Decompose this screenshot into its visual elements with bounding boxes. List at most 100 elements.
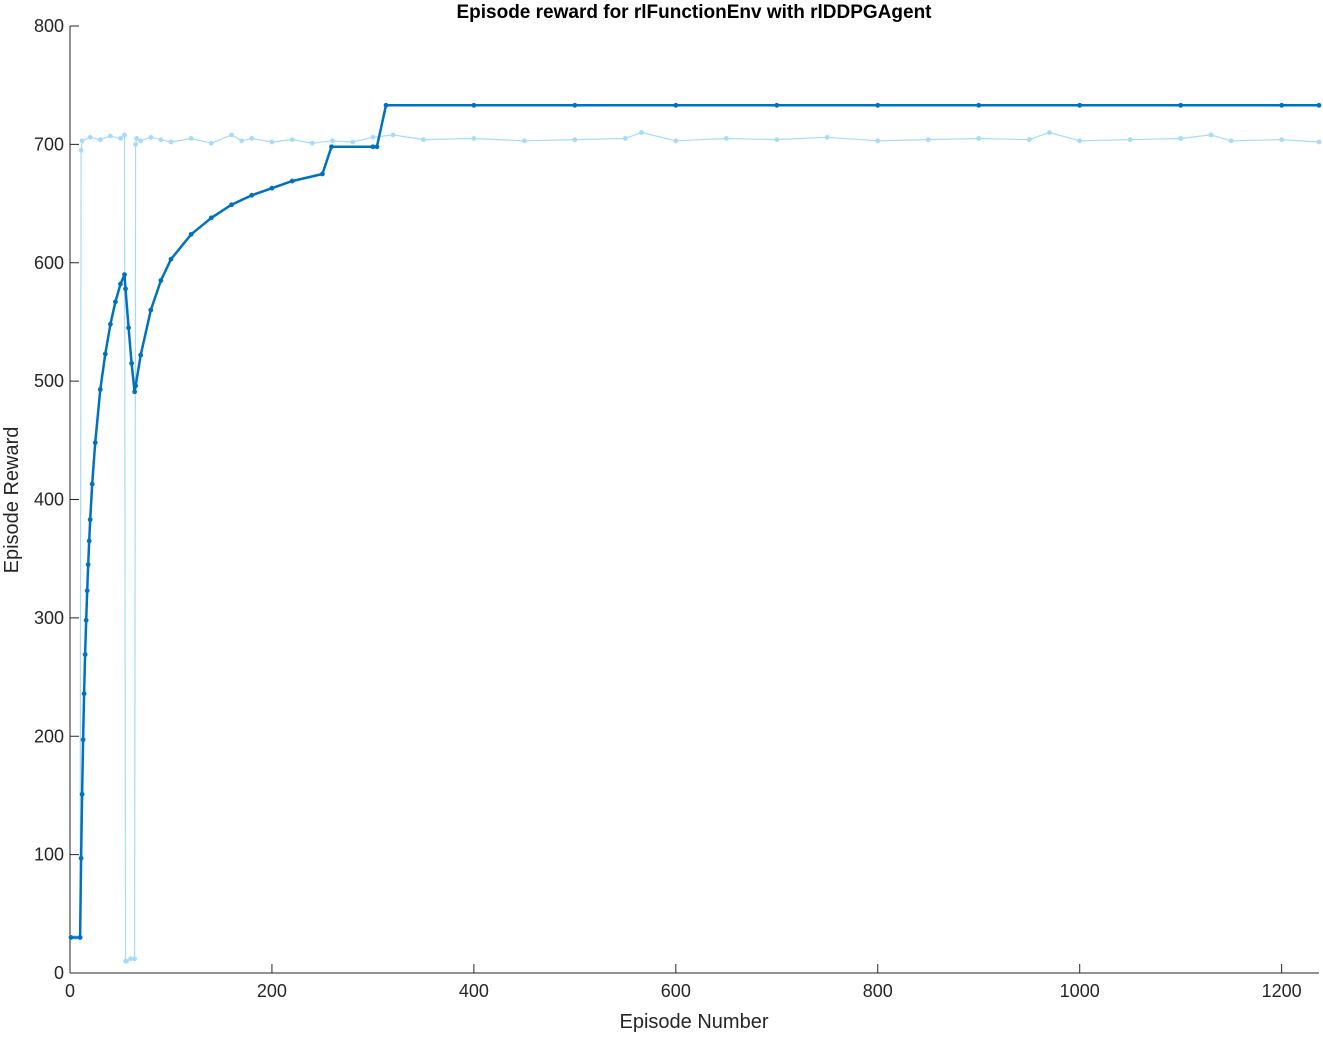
data-point xyxy=(249,136,255,141)
x-tick-label: 200 xyxy=(257,981,287,1001)
data-point xyxy=(168,139,174,145)
series-line xyxy=(71,104,1319,939)
data-point xyxy=(82,652,88,657)
data-point xyxy=(92,440,98,446)
data-point xyxy=(320,171,325,177)
data-point xyxy=(1228,138,1234,144)
data-point xyxy=(1127,137,1133,143)
data-point xyxy=(208,140,214,146)
data-point xyxy=(1279,102,1285,108)
y-tick-label: 200 xyxy=(34,726,64,746)
data-point xyxy=(133,141,139,147)
data-point xyxy=(126,325,131,331)
data-point xyxy=(925,137,931,143)
data-point xyxy=(471,136,477,141)
data-point xyxy=(1077,102,1083,108)
data-point xyxy=(673,138,679,144)
x-tick-label: 0 xyxy=(65,981,75,1001)
data-point xyxy=(1178,102,1184,108)
data-point xyxy=(229,202,234,208)
data-point xyxy=(133,383,139,389)
data-point xyxy=(132,956,138,962)
data-point xyxy=(774,102,780,108)
data-point xyxy=(309,140,315,146)
y-tick-label: 800 xyxy=(34,16,64,36)
data-point xyxy=(1026,137,1032,143)
data-point xyxy=(79,791,85,797)
data-point xyxy=(148,134,154,140)
data-point xyxy=(134,136,140,141)
data-point xyxy=(622,136,628,141)
y-tick-label: 500 xyxy=(34,371,64,391)
data-point xyxy=(723,136,729,141)
data-point xyxy=(188,136,194,141)
data-point xyxy=(78,855,84,861)
data-point xyxy=(81,691,87,697)
data-point xyxy=(102,351,108,357)
data-point xyxy=(188,231,194,237)
y-tick-label: 600 xyxy=(34,253,64,273)
y-tick-label: 0 xyxy=(54,963,64,983)
series-average-reward xyxy=(68,102,1322,940)
data-point xyxy=(229,132,234,138)
data-point xyxy=(673,102,679,108)
data-point xyxy=(138,138,144,144)
y-tick-label: 700 xyxy=(34,134,64,154)
data-point xyxy=(68,935,74,940)
data-point xyxy=(118,281,123,287)
data-point xyxy=(128,956,133,962)
data-point xyxy=(107,321,113,327)
data-point xyxy=(390,132,396,138)
data-point xyxy=(84,588,90,594)
data-point xyxy=(124,958,129,964)
x-tick-label: 1000 xyxy=(1060,981,1100,1001)
data-point xyxy=(370,134,376,140)
y-axis-label: Episode Reward xyxy=(1,427,23,574)
data-point xyxy=(289,178,295,184)
data-point xyxy=(774,137,780,143)
data-point xyxy=(471,102,477,108)
data-point xyxy=(875,102,881,108)
y-tick-label: 300 xyxy=(34,608,64,628)
data-point xyxy=(1316,139,1322,145)
data-point xyxy=(86,538,92,544)
x-tick-label: 800 xyxy=(863,981,893,1001)
data-point xyxy=(85,562,91,568)
axes: 0 200 400 600 800 1000 1200 0 100 200 300 400 500 600… xyxy=(34,16,1319,1001)
data-point xyxy=(158,278,164,283)
x-axis-label: Episode Number xyxy=(620,1011,769,1033)
data-point xyxy=(521,138,527,144)
data-point xyxy=(77,935,83,940)
data-point xyxy=(87,517,93,523)
data-point xyxy=(420,137,426,143)
data-point xyxy=(976,136,982,141)
data-point xyxy=(289,137,295,143)
data-point xyxy=(1208,132,1214,138)
data-point xyxy=(976,102,982,108)
y-tick-label: 400 xyxy=(34,490,64,510)
data-point xyxy=(329,144,334,150)
x-tick-label: 600 xyxy=(661,981,691,1001)
data-point xyxy=(572,137,578,143)
y-tick-label: 100 xyxy=(34,845,64,865)
data-point xyxy=(269,185,275,191)
data-point xyxy=(80,737,86,743)
data-point xyxy=(269,139,275,145)
data-point xyxy=(370,144,376,150)
data-point xyxy=(208,215,214,221)
data-point xyxy=(87,134,93,140)
data-point xyxy=(330,138,335,144)
data-point xyxy=(123,286,128,292)
data-point xyxy=(572,102,578,108)
chart-title: Episode reward for rlFunctionEnv with rl… xyxy=(456,2,932,23)
data-point xyxy=(107,133,113,139)
x-tick-label: 400 xyxy=(459,981,489,1001)
series-episode-reward xyxy=(68,130,1322,964)
data-point xyxy=(79,138,85,144)
data-point xyxy=(78,147,84,153)
data-point xyxy=(824,134,830,140)
data-point xyxy=(129,360,134,366)
data-point xyxy=(350,139,356,145)
